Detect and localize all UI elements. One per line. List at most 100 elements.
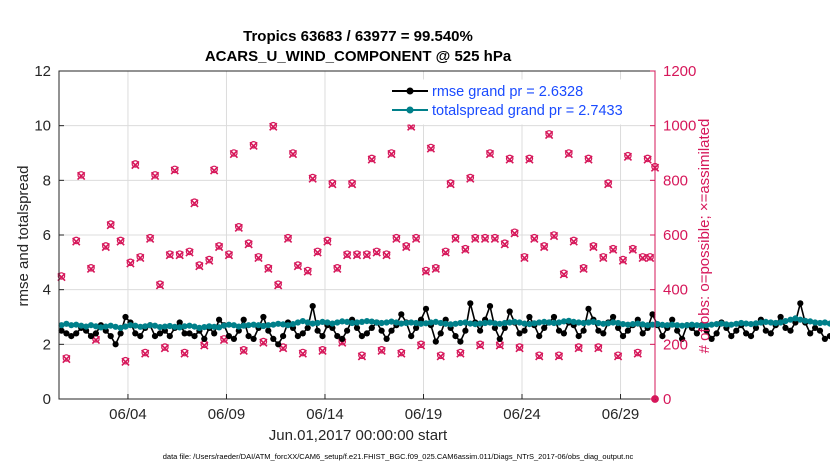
rmse-point: [93, 330, 99, 336]
y-tick-label-left: 6: [43, 227, 51, 244]
y-axis-right-label: # of obs: o=possible; ×=assimilated: [696, 119, 713, 354]
rmse-point: [319, 333, 325, 339]
rmse-point: [610, 314, 616, 320]
rmse-point: [452, 333, 458, 339]
x-tick-label: 06/14: [306, 406, 344, 423]
rmse-point: [216, 317, 222, 323]
y-tick-label-left: 2: [43, 336, 51, 353]
x-axis-label: Jun.01,2017 00:00:00 start: [269, 427, 448, 444]
rmse-point: [748, 333, 754, 339]
rmse-point: [275, 341, 281, 347]
rmse-point: [778, 314, 784, 320]
rmse-point: [541, 325, 547, 331]
rmse-point: [241, 317, 247, 323]
rmse-point: [551, 314, 557, 320]
rmse-point: [487, 303, 493, 309]
rmse-point: [388, 328, 394, 334]
y-tick-label-right: 400: [663, 282, 688, 299]
x-tick-label: 06/24: [503, 406, 541, 423]
chart-title-line1: Tropics 63683 / 63977 = 99.540%: [243, 28, 473, 45]
y-tick-label-left: 12: [34, 63, 51, 80]
rmse-point: [640, 330, 646, 336]
rmse-point: [521, 328, 527, 334]
rmse-point: [270, 336, 276, 342]
rmse-point: [581, 328, 587, 334]
rmse-point: [260, 314, 266, 320]
rmse-point: [620, 333, 626, 339]
y-tick-label-left: 8: [43, 172, 51, 189]
rmse-point: [433, 339, 439, 345]
rmse-point: [600, 330, 606, 336]
y-axis-left-label: rmse and totalspread: [15, 166, 32, 307]
rmse-point: [201, 336, 207, 342]
rmse-point: [354, 325, 360, 331]
data-file-footer: data file: /Users/raeder/DAI/ATM_forcXX/…: [163, 452, 634, 461]
rmse-point: [625, 328, 631, 334]
rmse-point: [457, 339, 463, 345]
rmse-point: [467, 300, 473, 306]
rmse-point: [315, 328, 321, 334]
rmse-point: [251, 336, 257, 342]
rmse-point: [310, 303, 316, 309]
y-tick-label-right: 1000: [663, 118, 696, 135]
rmse-point: [561, 330, 567, 336]
legend-label-rmse: rmse grand pr = 2.6328: [432, 84, 583, 100]
x-tick-label: 06/09: [208, 406, 246, 423]
x-tick-label: 06/29: [602, 406, 640, 423]
rmse-point: [137, 333, 143, 339]
rmse-point: [733, 328, 739, 334]
obs-count-series: [58, 122, 659, 402]
legend-marker-spread: [407, 107, 414, 114]
rmse-point: [728, 333, 734, 339]
rmse-point: [384, 336, 390, 342]
chart-title-line2: ACARS_U_WIND_COMPONENT @ 525 hPa: [205, 48, 512, 65]
x-tick-label: 06/04: [109, 406, 147, 423]
rmse-point: [714, 330, 720, 336]
rmse-point: [364, 330, 370, 336]
y-tick-label-right: 600: [663, 227, 688, 244]
legend: rmse grand pr = 2.6328 totalspread grand…: [386, 80, 650, 124]
rmse-point: [497, 336, 503, 342]
rmse-point: [526, 314, 532, 320]
rmse-point: [113, 341, 119, 347]
legend-marker-rmse: [407, 88, 414, 95]
rmse-point: [231, 336, 237, 342]
y-tick-label-left: 10: [34, 118, 51, 135]
rmse-point: [585, 306, 591, 312]
rmse-point: [423, 306, 429, 312]
rmse-point: [408, 333, 414, 339]
rmse-point: [300, 330, 306, 336]
rmse-point: [339, 336, 345, 342]
rmse-point: [477, 328, 483, 334]
rmse-point: [674, 328, 680, 334]
rmse-point: [344, 328, 350, 334]
rmse-point: [576, 333, 582, 339]
rmse-point: [108, 333, 114, 339]
rmse-point: [379, 328, 385, 334]
y-tick-label-right: 800: [663, 172, 688, 189]
rmse-point: [122, 314, 128, 320]
rmse-point: [787, 328, 793, 334]
rmse-point: [438, 330, 444, 336]
rmse-point: [73, 330, 79, 336]
line-series: [58, 273, 830, 348]
rmse-point: [462, 328, 468, 334]
rmse-point: [507, 308, 513, 314]
rmse-point: [817, 328, 823, 334]
rmse-point: [797, 300, 803, 306]
rmse-point: [265, 328, 271, 334]
rmse-point: [768, 330, 774, 336]
rmse-point: [191, 333, 197, 339]
y-tick-label-right: 0: [663, 391, 671, 408]
y-tick-label-left: 0: [43, 391, 51, 408]
rmse-point: [536, 333, 542, 339]
rmse-point: [211, 330, 217, 336]
rmse-point: [305, 325, 311, 331]
y-tick-label-right: 200: [663, 336, 688, 353]
rmse-point: [398, 311, 404, 317]
legend-label-spread: totalspread grand pr = 2.7433: [432, 103, 623, 119]
